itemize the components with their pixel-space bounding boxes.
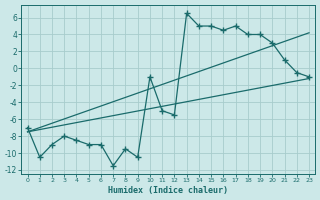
X-axis label: Humidex (Indice chaleur): Humidex (Indice chaleur) <box>108 186 228 195</box>
